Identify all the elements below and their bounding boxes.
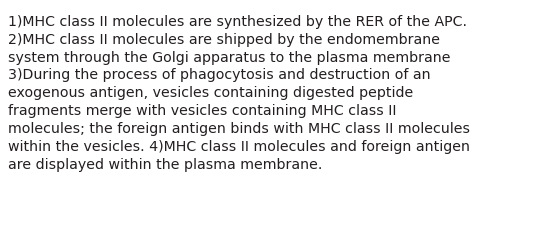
- Text: 1)MHC class II molecules are synthesized by the RER of the APC.
2)MHC class II m: 1)MHC class II molecules are synthesized…: [8, 15, 470, 171]
